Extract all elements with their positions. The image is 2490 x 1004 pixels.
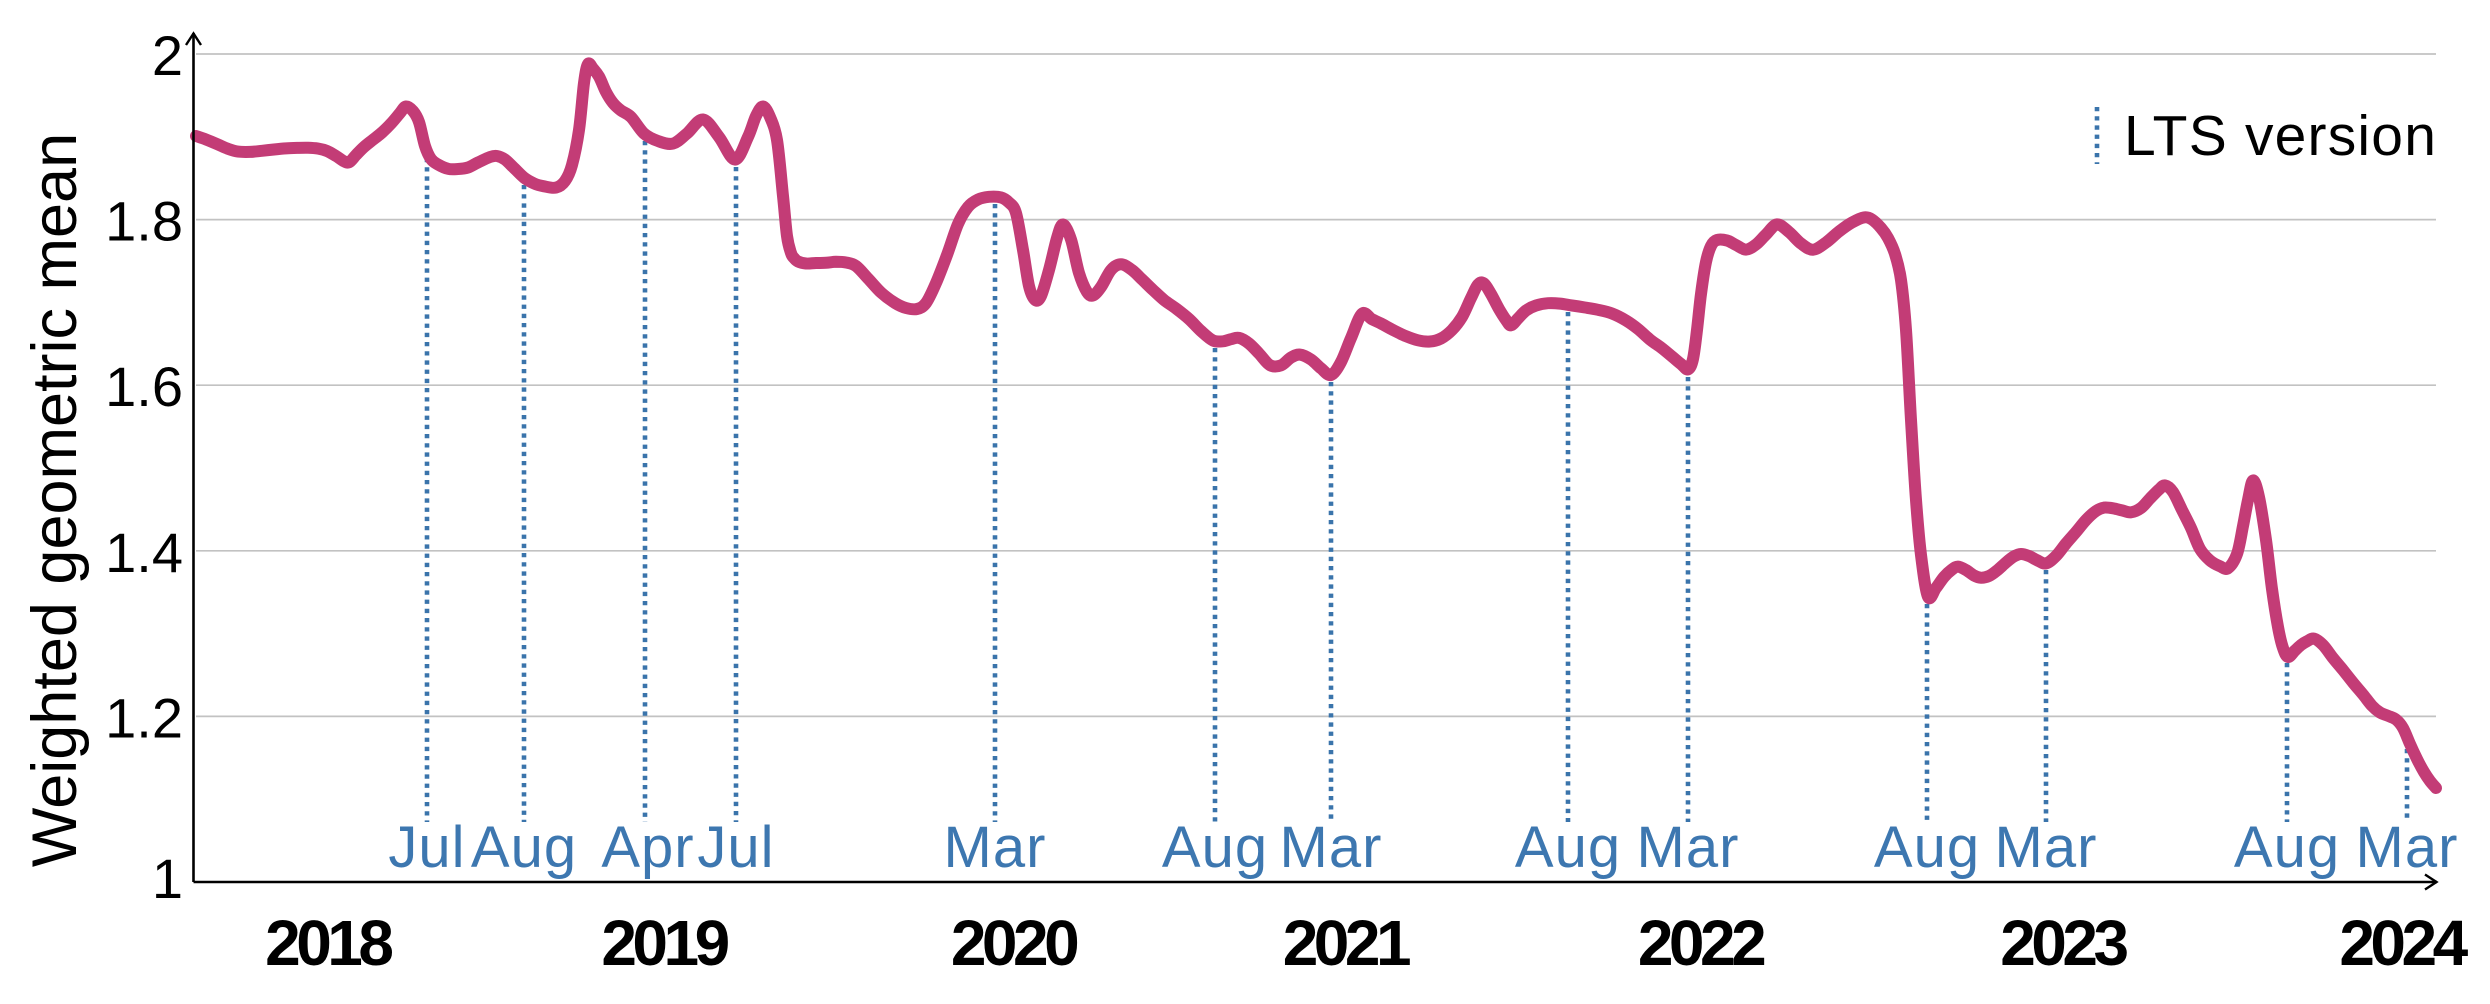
svg-text:1.2: 1.2: [105, 686, 183, 749]
svg-text:2020: 2020: [951, 907, 1077, 979]
svg-text:1.8: 1.8: [105, 190, 183, 253]
svg-text:Aug: Aug: [1874, 815, 1980, 880]
svg-text:Apr: Apr: [601, 815, 694, 880]
svg-text:Aug: Aug: [1515, 815, 1621, 880]
svg-text:Mar: Mar: [1280, 815, 1383, 880]
svg-text:2018: 2018: [265, 907, 392, 979]
svg-text:Jul: Jul: [388, 815, 465, 880]
svg-text:Weighted geometric mean: Weighted geometric mean: [20, 133, 90, 867]
svg-text:1.4: 1.4: [105, 521, 183, 584]
svg-text:2023: 2023: [2000, 907, 2127, 979]
svg-text:Mar: Mar: [944, 815, 1047, 880]
svg-text:1: 1: [152, 847, 183, 910]
svg-text:LTS version: LTS version: [2124, 104, 2437, 168]
svg-text:2022: 2022: [1638, 907, 1765, 979]
svg-text:Mar: Mar: [1995, 815, 2098, 880]
svg-text:Aug: Aug: [471, 815, 577, 880]
svg-text:2021: 2021: [1283, 907, 1410, 979]
svg-text:2: 2: [152, 24, 183, 87]
svg-text:Aug: Aug: [1162, 815, 1268, 880]
svg-text:Jul: Jul: [697, 815, 774, 880]
svg-text:Mar: Mar: [1637, 815, 1740, 880]
svg-text:Mar: Mar: [2356, 815, 2459, 880]
svg-text:Aug: Aug: [2234, 815, 2340, 880]
svg-text:1.6: 1.6: [105, 355, 183, 418]
svg-text:2024: 2024: [2339, 907, 2468, 979]
svg-text:2019: 2019: [601, 907, 728, 979]
